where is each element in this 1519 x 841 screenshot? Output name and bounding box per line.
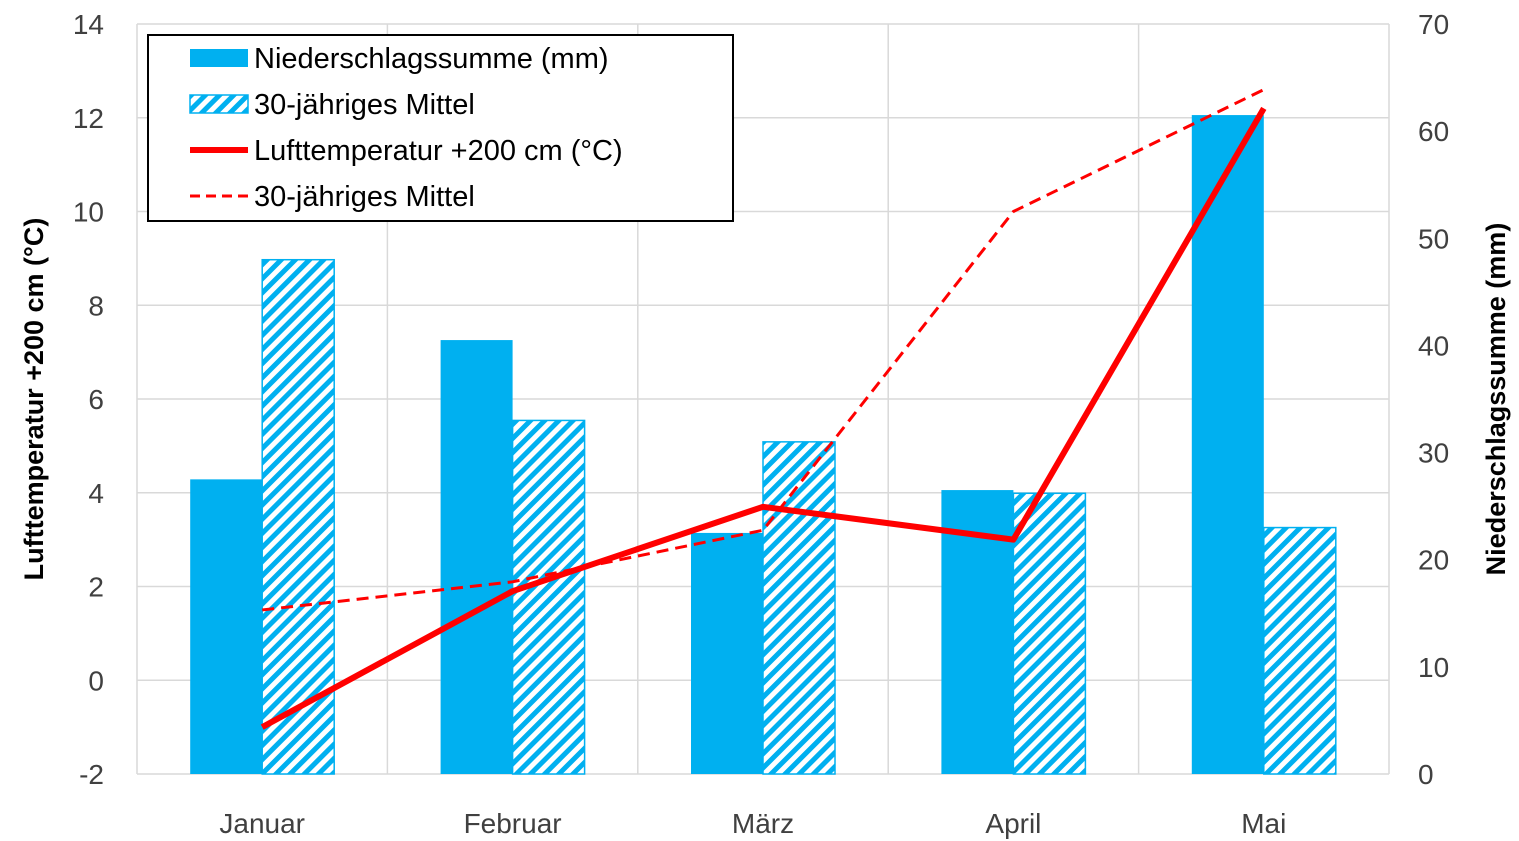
x-category-label: Januar — [219, 808, 305, 839]
y-right-tick-label: 20 — [1418, 545, 1449, 576]
y-left-tick-label: 12 — [73, 103, 104, 134]
y-right-tick-label: 70 — [1418, 9, 1449, 40]
bar-precip — [440, 340, 513, 774]
x-category-label: Mai — [1241, 808, 1286, 839]
y-right-tick-label: 40 — [1418, 330, 1449, 361]
legend-label: Lufttemperatur +200 cm (°C) — [254, 135, 623, 167]
bar-mean-precip — [261, 258, 335, 775]
y-left-tick-label: 2 — [88, 572, 104, 603]
legend-swatch — [189, 94, 249, 114]
bars — [190, 115, 1337, 775]
y-left-tick-label: -2 — [79, 759, 104, 790]
y-left-tick-label: 6 — [88, 384, 104, 415]
bar-precip — [1191, 115, 1264, 775]
y-left-tick-label: 14 — [73, 9, 104, 40]
y-left-tick-label: 0 — [88, 665, 104, 696]
bar-mean-precip — [762, 441, 836, 775]
bar-mean-precip — [1012, 492, 1087, 775]
x-category-label: Februar — [464, 808, 562, 839]
lines — [260, 88, 1267, 730]
y-left-tick-label: 10 — [73, 197, 104, 228]
y-right-tick-label: 60 — [1418, 116, 1449, 147]
legend-label: 30-jähriges Mittel — [254, 181, 475, 213]
y-left-tick-label: 4 — [88, 478, 104, 509]
legend-label: 30-jähriges Mittel — [254, 89, 475, 121]
bar-precip — [691, 532, 763, 774]
x-category-label: April — [985, 808, 1041, 839]
y-left-tick-label: 8 — [88, 290, 104, 321]
y-right-tick-label: 0 — [1418, 759, 1434, 790]
bar-mean-precip — [511, 419, 586, 775]
y-right-tick-label: 30 — [1418, 438, 1449, 469]
line-temp — [260, 106, 1267, 730]
axes: -2 0 2 4 6 8 10 12 14 0 10 20 30 40 50 60 70 Januar Februa… — [19, 9, 1511, 839]
bar-precip — [190, 479, 263, 774]
legend-swatch — [190, 49, 248, 67]
y-left-axis-title: Lufttemperatur +200 cm (°C) — [19, 218, 49, 581]
y-right-tick-label: 10 — [1418, 652, 1449, 683]
bar-mean-precip — [1263, 526, 1337, 775]
y-right-axis-title: Niederschlagssumme (mm) — [1481, 223, 1511, 576]
legend-label: Niederschlagssumme (mm) — [254, 43, 609, 75]
y-right-tick-label: 50 — [1418, 223, 1449, 254]
legend: Niederschlagssumme (mm) 30-jähriges Mitte… — [147, 34, 734, 222]
x-category-label: März — [732, 808, 794, 839]
